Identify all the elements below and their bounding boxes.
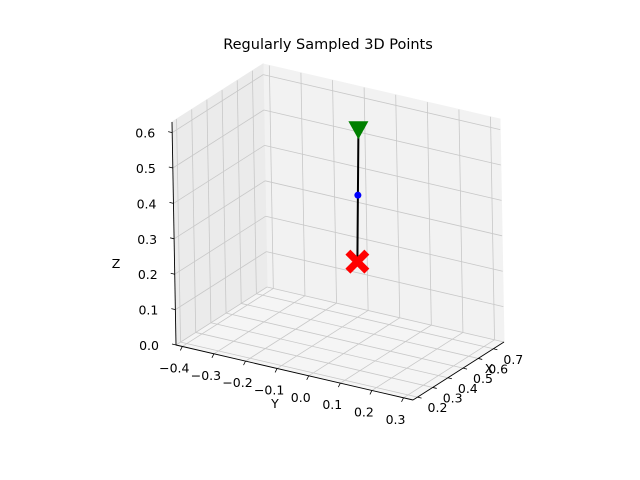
x-axis-line	[412, 341, 505, 401]
x-tick-mark	[462, 367, 468, 370]
gridline-y-floor	[308, 317, 400, 377]
z-tick-label: 0.6	[135, 126, 155, 141]
gridline-z-back	[264, 145, 502, 201]
x-tick-mark	[417, 396, 422, 399]
data-series	[345, 121, 370, 274]
gridline-x-floor	[225, 312, 464, 369]
axis-lines	[171, 121, 505, 401]
y-tick-mark	[401, 397, 404, 402]
y-tick-label: −0.1	[254, 382, 284, 397]
x-tick-mark	[478, 358, 483, 360]
gridline-y-back	[300, 72, 306, 296]
gridline-x-floor	[195, 332, 433, 388]
y-tick-mark	[337, 382, 341, 388]
gridline-y-back	[426, 102, 432, 326]
x-tick-label: 0.3	[443, 390, 463, 405]
gridline-y-back	[395, 94, 401, 318]
gridline-y-floor	[371, 332, 464, 391]
z-tick-label: 0.0	[139, 338, 159, 353]
gridline-x-side	[251, 70, 257, 294]
x-tick-mark	[432, 387, 437, 389]
z-tick-mark	[168, 166, 173, 169]
grid-lines	[171, 65, 505, 399]
gridline-x-floor	[241, 303, 479, 359]
y-axis-label: Y	[270, 396, 279, 411]
x-tick-label: 0.7	[503, 352, 523, 367]
sample-point	[354, 191, 362, 199]
gridline-x-side	[176, 119, 181, 343]
z-axis-line	[171, 121, 177, 346]
z-tick-mark	[171, 343, 177, 346]
z-tick-label: 0.4	[137, 196, 157, 211]
gridline-y-floor	[182, 288, 274, 347]
z-tick-mark	[169, 237, 175, 240]
y-tick-mark	[369, 390, 373, 395]
gridline-z-side	[173, 180, 266, 240]
gridline-x-side	[236, 80, 242, 304]
gridline-y-back	[268, 65, 274, 289]
gridline-z-back	[265, 180, 503, 237]
y-tick-mark	[211, 353, 215, 358]
gridline-y-floor	[245, 302, 337, 362]
gridline-y-back	[458, 109, 464, 333]
gridline-x-side	[206, 99, 212, 323]
z-tick-mark	[171, 308, 176, 310]
gridline-y-back	[490, 116, 495, 340]
y-axis-line	[175, 344, 414, 401]
axis-panes	[171, 63, 506, 401]
z-tick-label: 0.1	[138, 303, 158, 318]
x-tick-mark	[493, 348, 498, 351]
gridline-z-side	[172, 109, 265, 169]
gridline-z-side	[175, 286, 268, 346]
gridline-z-back	[263, 109, 501, 166]
gridline-z-side	[175, 251, 267, 310]
z-tick-mark	[168, 131, 173, 134]
gridline-x-side	[221, 90, 227, 314]
x-tick-label: 0.5	[473, 371, 493, 386]
x-tick-mark	[447, 377, 452, 380]
y-tick-mark	[179, 346, 183, 351]
y-tick-label: −0.4	[159, 360, 189, 375]
z-tick-label: 0.5	[136, 161, 156, 176]
tick-labels: −0.4 −0.3 −0.2 −0.1 0.0 0.1 0.2 0.30.20.30.40.5…	[135, 126, 523, 427]
x-axis-label: X	[485, 361, 494, 376]
y-tick-label: −0.2	[222, 375, 252, 390]
gridline-y-floor	[213, 295, 306, 355]
chart-title: Regularly Sampled 3D Points	[223, 37, 433, 53]
x-tick-label: 0.2	[428, 400, 448, 415]
z-tick-label: 0.2	[138, 267, 158, 282]
gridline-z-back	[266, 286, 505, 343]
y-tick-label: 0.0	[291, 390, 311, 405]
y-tick-label: 0.2	[354, 404, 374, 419]
y-tick-label: 0.1	[322, 397, 342, 412]
gridline-y-floor	[403, 339, 495, 399]
y-tick-mark	[243, 360, 246, 366]
z-axis-label: Z	[112, 256, 121, 271]
gridline-x-floor	[180, 341, 418, 398]
y-tick-mark	[306, 375, 310, 380]
start-marker	[348, 121, 369, 140]
gridline-z-side	[173, 145, 265, 204]
gridline-y-floor	[276, 310, 369, 369]
z-tick-label: 0.3	[137, 232, 157, 247]
y-tick-label: 0.3	[386, 412, 406, 427]
y-tick-mark	[274, 368, 278, 373]
gridline-x-floor	[210, 322, 448, 379]
x-tick-label: 0.4	[458, 381, 478, 396]
gridline-y-back	[332, 80, 337, 304]
gridline-z-side	[171, 74, 264, 133]
z-tick-mark	[170, 272, 175, 275]
gridline-x-floor	[256, 293, 494, 350]
y-tick-label: −0.3	[191, 368, 221, 383]
gridline-y-floor	[340, 324, 432, 384]
gridline-x-side	[191, 109, 197, 333]
gridline-z-side	[174, 215, 266, 275]
gridline-z-back	[265, 215, 503, 272]
end-marker	[345, 249, 370, 274]
x-tick-label: 0.6	[488, 361, 508, 376]
gridline-z-back	[263, 74, 501, 131]
z-tick-mark	[169, 202, 174, 204]
gridline-z-back	[266, 251, 504, 307]
